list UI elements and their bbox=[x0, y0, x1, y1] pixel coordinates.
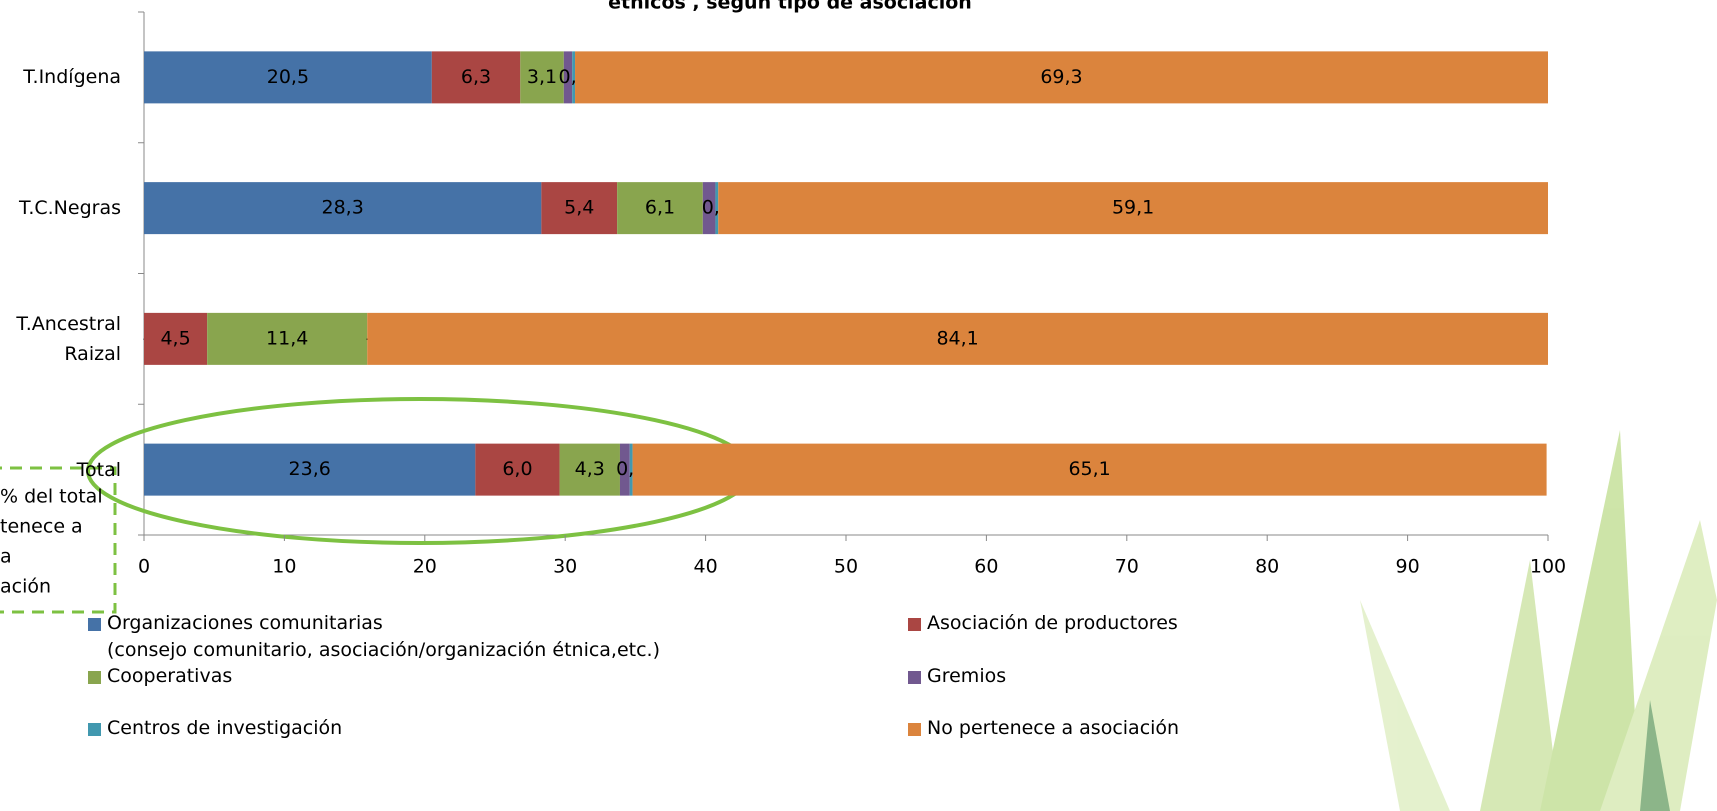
bar-segment bbox=[541, 182, 618, 235]
annotation-text: a bbox=[0, 546, 12, 568]
bar-segment bbox=[629, 443, 633, 496]
legend-swatch bbox=[88, 723, 101, 736]
data-label: 59,1 bbox=[1112, 197, 1154, 219]
y-tick-label: Total bbox=[76, 458, 121, 481]
chart-title: étnicos , según tipo de asociación bbox=[608, 0, 972, 14]
bar-segment bbox=[475, 443, 560, 496]
bar-segment bbox=[575, 51, 1548, 104]
annotation-box bbox=[0, 466, 117, 614]
x-tick-label: 30 bbox=[553, 556, 577, 578]
grass-decoration bbox=[1360, 430, 1717, 811]
legend-swatch bbox=[908, 723, 921, 736]
annotation-text: % del total bbox=[0, 486, 103, 508]
bar-segment bbox=[144, 443, 476, 496]
data-label: 11,4 bbox=[266, 327, 308, 349]
bar-segment bbox=[617, 182, 703, 235]
legend-swatch bbox=[88, 618, 101, 631]
annotation-text: ación bbox=[0, 576, 51, 598]
x-tick-label: 0 bbox=[138, 556, 150, 578]
x-tick-label: 90 bbox=[1396, 556, 1420, 578]
x-tick-label: 100 bbox=[1530, 556, 1566, 578]
x-tick-label: 80 bbox=[1255, 556, 1279, 578]
bar-segment bbox=[559, 443, 620, 496]
x-tick-label: 60 bbox=[974, 556, 998, 578]
bar-segment bbox=[718, 182, 1548, 235]
legend-label: Cooperativas bbox=[107, 665, 233, 687]
legend-swatch bbox=[908, 671, 921, 684]
y-tick-label: T.Indígena bbox=[23, 66, 121, 89]
legend-swatch bbox=[88, 671, 101, 684]
data-label: 69,3 bbox=[1040, 66, 1082, 88]
data-label: 84,1 bbox=[936, 327, 978, 349]
data-label: 23,6 bbox=[289, 458, 331, 480]
data-label: 5,4 bbox=[564, 197, 594, 219]
data-label: 3,1 bbox=[527, 66, 557, 88]
legend-label: Asociación de productores bbox=[927, 612, 1178, 634]
bar-segment bbox=[144, 312, 208, 365]
x-tick-label: 40 bbox=[694, 556, 718, 578]
bar-segment bbox=[144, 182, 542, 235]
data-label: 65,1 bbox=[1068, 458, 1110, 480]
y-tick-label: T.Ancestral Raizal bbox=[16, 312, 121, 365]
data-label: 4,3 bbox=[575, 458, 605, 480]
bar-segment bbox=[572, 51, 576, 104]
y-tick-label: T.C.Negras bbox=[18, 197, 121, 220]
bar-segment bbox=[563, 51, 573, 104]
x-tick-label: 20 bbox=[413, 556, 437, 578]
bar-segment bbox=[702, 182, 716, 235]
data-label: 28,3 bbox=[322, 197, 364, 219]
legend-label: Gremios bbox=[927, 665, 1007, 687]
data-label: 6,0 bbox=[502, 458, 532, 480]
legend-label: Organizaciones comunitarias (consejo com… bbox=[107, 612, 661, 661]
bar-segment bbox=[715, 182, 719, 235]
bar-segment bbox=[520, 51, 564, 104]
legend-label: Centros de investigación bbox=[107, 717, 343, 739]
bar-segment bbox=[207, 312, 368, 365]
annotation-text: tenece a bbox=[0, 516, 83, 538]
bar-segment bbox=[367, 312, 1549, 365]
bar-segment bbox=[632, 443, 1547, 496]
x-tick-label: 70 bbox=[1115, 556, 1139, 578]
data-label: 6,1 bbox=[645, 197, 675, 219]
legend-label: No pertenece a asociación bbox=[927, 717, 1180, 739]
data-label: 4,5 bbox=[160, 327, 190, 349]
bar-segment bbox=[431, 51, 521, 104]
legend-swatch bbox=[908, 618, 921, 631]
x-tick-label: 50 bbox=[834, 556, 858, 578]
data-label: 20,5 bbox=[267, 66, 309, 88]
bar-segment bbox=[144, 51, 432, 104]
data-label: 6,3 bbox=[461, 66, 491, 88]
bar-segment bbox=[619, 443, 630, 496]
x-tick-label: 10 bbox=[272, 556, 296, 578]
